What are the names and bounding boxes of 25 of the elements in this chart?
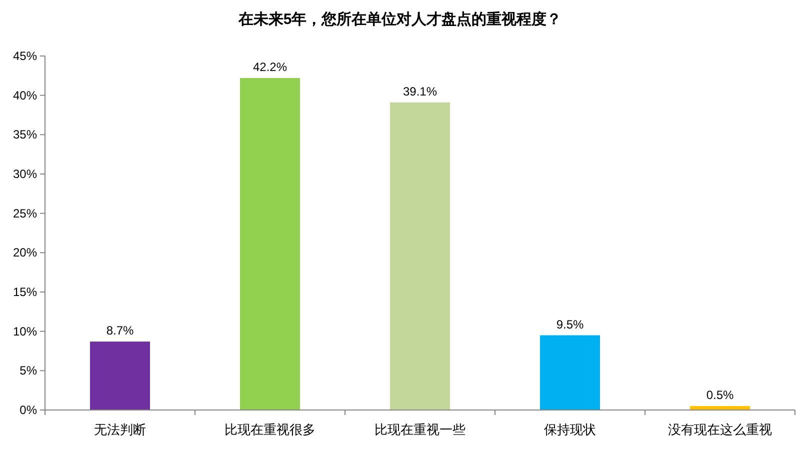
y-tick-label: 40% <box>12 88 38 102</box>
x-tick-label: 保持现状 <box>544 422 596 437</box>
bar <box>540 335 600 410</box>
chart-title: 在未来5年，您所在单位对人才盘点的重视程度？ <box>237 10 562 28</box>
data-label: 9.5% <box>556 317 584 332</box>
y-tick-label: 35% <box>12 128 38 142</box>
x-tick-label: 无法判断 <box>94 422 146 437</box>
y-tick-label: 30% <box>12 167 38 181</box>
y-tick-label: 10% <box>12 324 38 338</box>
y-tick-label: 20% <box>12 246 38 260</box>
y-tick-label: 45% <box>12 49 38 63</box>
y-tick-label: 15% <box>12 285 38 299</box>
data-label: 0.5% <box>706 388 734 402</box>
y-tick-label: 5% <box>20 364 38 378</box>
x-tick-label: 没有现在这么重视 <box>668 422 772 437</box>
data-label: 42.2% <box>252 60 288 74</box>
y-tick-label: 0% <box>20 403 38 417</box>
x-tick-label: 比现在重视一些 <box>374 422 466 437</box>
bar <box>240 78 300 410</box>
data-label: 8.7% <box>106 324 134 338</box>
y-tick-label: 25% <box>12 206 38 220</box>
data-label: 39.1% <box>402 84 438 98</box>
bar <box>90 342 150 410</box>
x-tick-label: 比现在重视很多 <box>224 422 316 437</box>
bar <box>390 102 450 410</box>
